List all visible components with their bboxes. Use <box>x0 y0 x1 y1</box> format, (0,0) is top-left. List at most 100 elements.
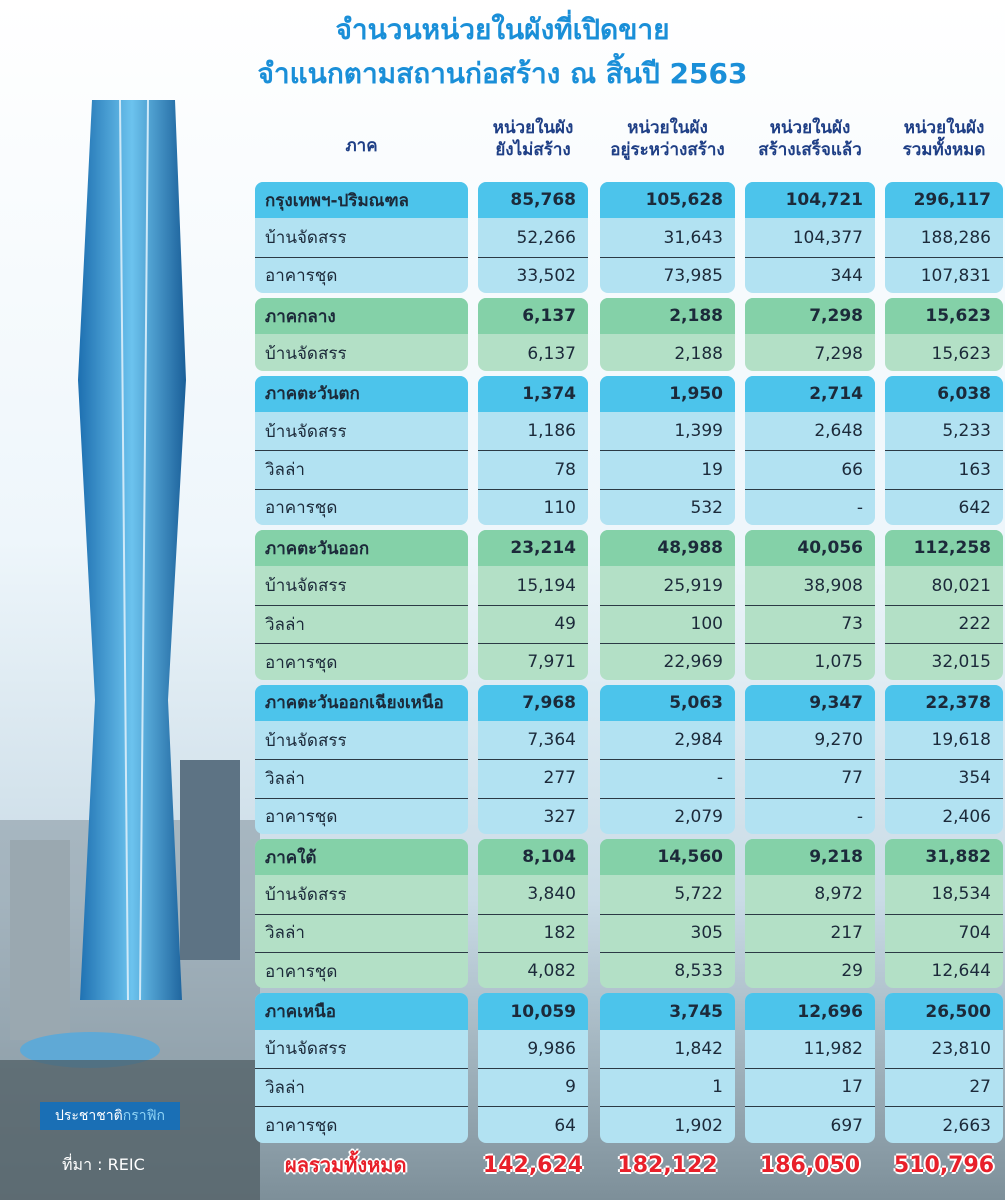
group-header-cell: ภาคเหนือ <box>265 1002 336 1023</box>
row-cell: บ้านจัดสรร <box>265 730 347 751</box>
title-line: จำแนกตามสถานก่อสร้าง ณ สิ้นปี 2563 <box>257 57 748 90</box>
row-cell: 31,643 <box>663 227 723 248</box>
group-header-bg <box>745 993 875 1030</box>
row-cell: อาคารชุด <box>265 1116 338 1137</box>
row-cell: 9 <box>565 1077 576 1098</box>
row-separator <box>255 256 468 258</box>
group-header-cell: 7,968 <box>522 692 576 713</box>
row-cell: 73 <box>841 614 863 634</box>
group-block: 9,347 9,270 77 - <box>745 684 875 834</box>
row-separator <box>255 604 468 606</box>
row-separator <box>478 913 588 915</box>
group-header-bg <box>478 375 588 413</box>
row-cell: 104,377 <box>792 227 863 248</box>
group-block: 48,988 25,919 100 22,969 <box>600 530 735 680</box>
row-separator <box>255 1106 468 1108</box>
row-separator <box>600 256 735 258</box>
column-header: หน่วยในผัง <box>903 118 985 138</box>
row-cell: อาคารชุด <box>265 961 338 982</box>
group-header-cell: 105,628 <box>645 190 723 211</box>
total-label: ผลรวมทั้งหมด <box>285 1153 407 1177</box>
group-header-cell: 9,347 <box>809 692 863 713</box>
row-cell: 188,286 <box>920 227 991 248</box>
group-header-bg <box>745 530 875 567</box>
group-block: 22,378 19,618 354 2,406 <box>885 684 1003 834</box>
row-separator <box>745 759 875 761</box>
total-value: 142,624 <box>482 1152 584 1178</box>
row-cell: 27 <box>969 1077 991 1098</box>
row-cell: 64 <box>554 1115 576 1136</box>
row-cell: 642 <box>958 497 991 518</box>
row-separator <box>478 450 588 452</box>
group-block: 112,258 80,021 222 32,015 <box>885 530 1003 680</box>
row-separator <box>478 643 588 645</box>
row-separator <box>600 643 735 645</box>
row-cell: 32,015 <box>931 652 991 673</box>
row-cell: 182 <box>543 922 576 943</box>
row-cell: 78 <box>554 459 576 480</box>
row-cell: อาคารชุด <box>265 807 338 828</box>
row-cell: 7,971 <box>527 652 576 673</box>
group-header-cell: 6,137 <box>522 306 576 327</box>
row-cell: วิลล่า <box>265 768 305 789</box>
row-cell: บ้านจัดสรร <box>265 1039 347 1060</box>
group-header-cell: ภาคตะวันออก <box>265 538 370 559</box>
row-cell: - <box>856 497 863 518</box>
row-separator <box>478 604 588 606</box>
group-header-cell: 112,258 <box>913 538 991 559</box>
group-header-cell: ภาคตะวันตก <box>265 384 360 405</box>
row-cell: 19,618 <box>931 730 991 751</box>
group-header-bg <box>885 375 1003 413</box>
group-block: ภาคตะวันตก บ้านจัดสรร วิลล่า อาคารชุด <box>255 375 468 526</box>
group-header-cell: 5,063 <box>669 692 723 713</box>
row-cell: 22,969 <box>663 652 723 673</box>
group-block: 6,038 5,233 163 642 <box>885 375 1003 526</box>
group-header-bg <box>600 993 735 1030</box>
row-cell: 25,919 <box>663 575 723 596</box>
group-block: ภาคเหนือ บ้านจัดสรร วิลล่า อาคารชุด <box>255 993 468 1143</box>
group-block: 3,745 1,842 1 1,902 <box>600 993 735 1143</box>
column-header: ยังไม่สร้าง <box>495 140 571 160</box>
group-header-cell: 104,721 <box>785 190 863 211</box>
row-cell: - <box>716 768 723 789</box>
group-block: 40,056 38,908 73 1,075 <box>745 530 875 680</box>
row-cell: 163 <box>958 459 991 480</box>
row-separator <box>255 488 468 490</box>
column-header: สร้างเสร็จแล้ว <box>758 140 862 160</box>
group-header-cell: 2,714 <box>809 383 863 404</box>
group-header-cell: ภาคใต้ <box>265 847 317 868</box>
row-separator <box>600 759 735 761</box>
row-separator <box>255 643 468 645</box>
row-separator <box>478 1068 588 1070</box>
group-header-cell: 14,560 <box>657 847 723 868</box>
group-header-cell: 2,188 <box>669 306 723 327</box>
credit-box: ประชาชาติ กราฟิก <box>40 1102 180 1130</box>
row-separator <box>600 797 735 799</box>
group-block: 2,188 2,188 <box>600 298 735 371</box>
group-header-cell: 26,500 <box>925 1001 991 1022</box>
row-cell: 9,986 <box>527 1038 576 1059</box>
row-cell: 5,233 <box>942 421 991 442</box>
group-header-bg <box>600 684 735 721</box>
row-separator <box>885 913 1003 915</box>
row-cell: 11,982 <box>803 1038 863 1059</box>
column-header: หน่วยในผัง <box>492 118 574 138</box>
group-block: 26,500 23,810 27 2,663 <box>885 993 1003 1143</box>
group-block: ภาคตะวันออก บ้านจัดสรร วิลล่า อาคารชุด <box>255 530 468 680</box>
row-separator <box>600 604 735 606</box>
group-block: 12,696 11,982 17 697 <box>745 993 875 1143</box>
group-header-cell: ภาคตะวันออกเฉียงเหนือ <box>265 693 444 714</box>
row-separator <box>885 450 1003 452</box>
group-header-cell: กรุงเทพฯ-ปริมณฑล <box>265 190 409 211</box>
group-header-bg <box>885 182 1003 219</box>
row-cell: 1,842 <box>674 1038 723 1059</box>
row-separator <box>600 450 735 452</box>
row-separator <box>478 797 588 799</box>
row-cell: 80,021 <box>931 575 991 596</box>
row-cell: 33,502 <box>516 265 576 286</box>
group-header-bg <box>255 838 468 876</box>
group-header-bg <box>478 182 588 219</box>
row-cell: วิลล่า <box>265 460 305 481</box>
row-separator <box>478 759 588 761</box>
group-header-cell: 48,988 <box>657 538 723 559</box>
